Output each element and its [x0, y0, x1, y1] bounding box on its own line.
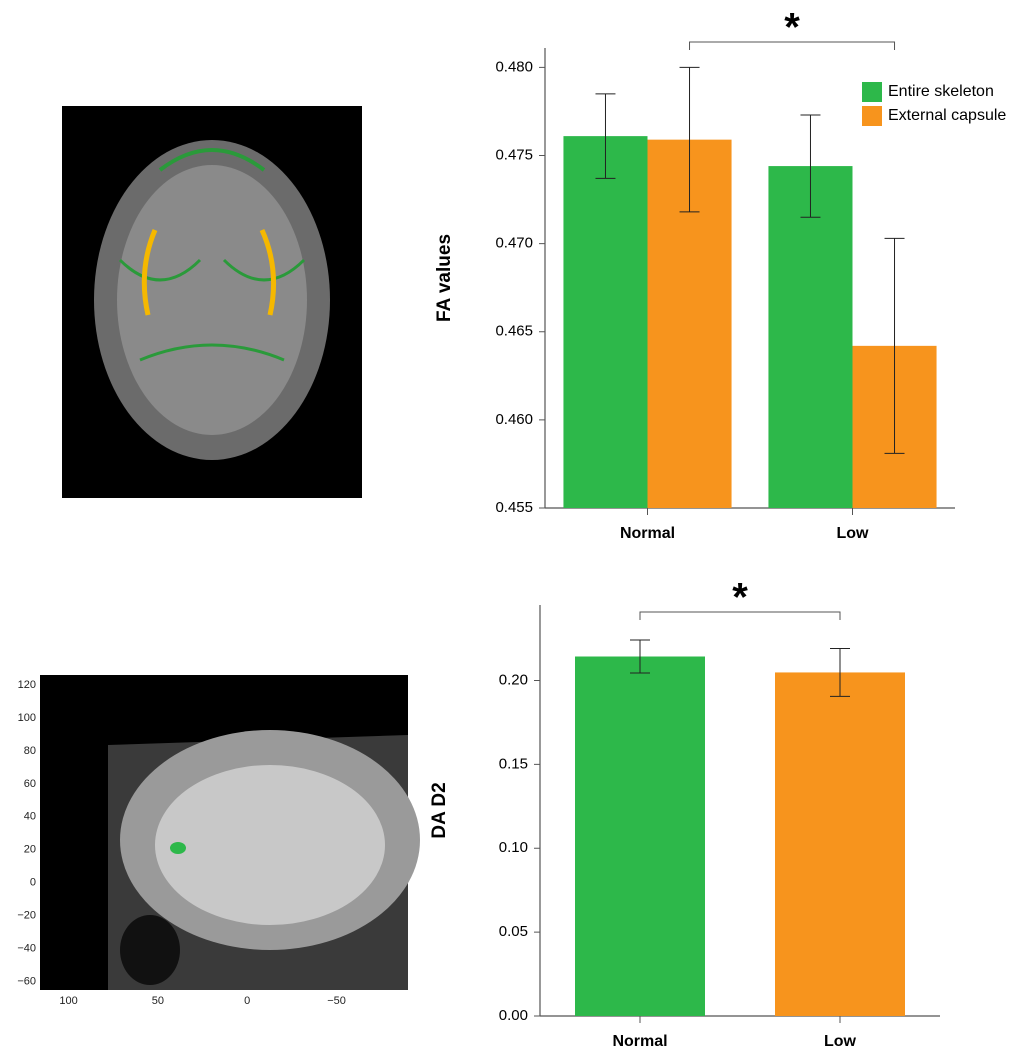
sagittal-brain-image — [40, 675, 420, 990]
y-tick-label: 20 — [24, 844, 36, 856]
x-tick-label: 0 — [244, 995, 250, 1007]
y-tick-label: 40 — [24, 811, 36, 823]
y-tick-label: 100 — [18, 712, 36, 724]
y-tick-label: 0.465 — [495, 323, 533, 340]
significance-star: * — [732, 576, 748, 620]
y-tick-label: 0.20 — [499, 671, 528, 688]
x-tick-label: Normal — [620, 525, 675, 542]
y-tick-label: 0 — [30, 877, 36, 889]
error-bar — [830, 647, 850, 697]
x-tick-label: −50 — [327, 995, 346, 1007]
bar — [775, 672, 905, 1016]
error-bar — [679, 66, 700, 213]
x-tick-label: 100 — [59, 995, 77, 1007]
significance-bracket — [639, 611, 841, 620]
x-tick-label: 50 — [152, 995, 164, 1007]
axial-brain-image — [62, 106, 362, 498]
y-tick-label: 120 — [18, 679, 36, 691]
y-tick-label: 0.455 — [495, 499, 533, 516]
y-axis-label: DA D2 — [429, 782, 450, 838]
bar — [563, 136, 648, 508]
error-bar — [884, 237, 905, 454]
y-tick-label: 0.10 — [499, 839, 528, 856]
y-tick-label: 0.460 — [495, 411, 533, 428]
significance-star: * — [784, 6, 800, 50]
y-tick-label: −20 — [17, 910, 36, 922]
y-tick-label: 0.470 — [495, 235, 533, 252]
y-tick-label: 60 — [24, 778, 36, 790]
y-tick-label: 0.05 — [499, 923, 528, 940]
legend-swatch — [862, 106, 882, 126]
legend-label: Entire skeleton — [888, 83, 994, 100]
bar — [768, 166, 853, 508]
y-tick-label: 0.475 — [495, 146, 533, 163]
legend-label: External capsule — [888, 107, 1006, 124]
y-axis-label: FA values — [434, 234, 455, 322]
bar — [575, 656, 705, 1016]
x-tick-label: Normal — [612, 1033, 667, 1050]
y-tick-label: 0.480 — [495, 58, 533, 75]
y-tick-label: −40 — [17, 943, 36, 955]
y-tick-label: 0.00 — [499, 1007, 528, 1024]
y-tick-label: −60 — [17, 976, 36, 988]
y-tick-label: 0.15 — [499, 755, 528, 772]
x-tick-label: Low — [837, 525, 870, 542]
error-bar — [800, 114, 821, 218]
error-bar — [595, 93, 616, 179]
x-tick-label: Low — [824, 1033, 857, 1050]
error-bar — [630, 639, 650, 674]
significance-bracket — [689, 41, 896, 50]
legend-swatch — [862, 82, 882, 102]
y-tick-label: 80 — [24, 745, 36, 757]
